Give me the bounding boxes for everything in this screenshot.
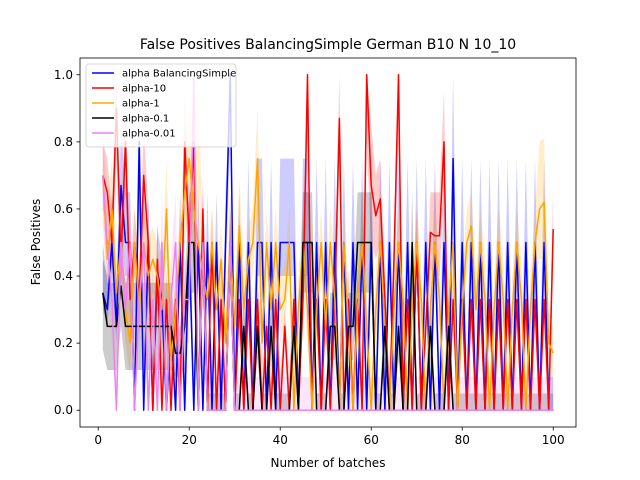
x-tick-label: 100 [542,433,565,447]
x-tick-label: 20 [182,433,197,447]
plot-frame [79,57,577,428]
y-axis-ticks: 0.0 0.2 0.4 0.6 0.8 1.0 [54,68,80,417]
y-tick-label: 0.2 [54,336,73,350]
legend-label: alpha-0.1 [122,114,169,125]
chart-title: False Positives BalancingSimple German B… [140,37,516,53]
legend-label: alpha-1 [122,99,160,110]
x-axis-ticks: 0 20 40 60 80 100 [94,427,565,447]
x-tick-label: 60 [364,433,379,447]
x-axis-label: Number of batches [271,456,386,470]
y-tick-label: 1.0 [54,68,73,82]
series-line-alpha-0-01 [102,74,554,411]
x-tick-label: 0 [94,433,102,447]
y-tick-label: 0.8 [54,135,73,149]
y-tick-label: 0.6 [54,202,73,216]
y-axis-label: False Positives [29,199,43,285]
legend-box [85,63,237,148]
legend: alpha BalancingSimple alpha-10 alpha-1 alph… [85,63,237,148]
legend-label: alpha-0.01 [122,129,176,140]
series-lines [102,74,554,411]
series-line-alpha-1 [102,157,554,411]
y-tick-label: 0.4 [54,269,73,283]
x-tick-label: 80 [455,433,470,447]
x-tick-label: 40 [273,433,288,447]
legend-label: alpha BalancingSimple [122,69,236,80]
y-tick-label: 0.0 [54,403,73,417]
legend-label: alpha-10 [122,84,166,95]
